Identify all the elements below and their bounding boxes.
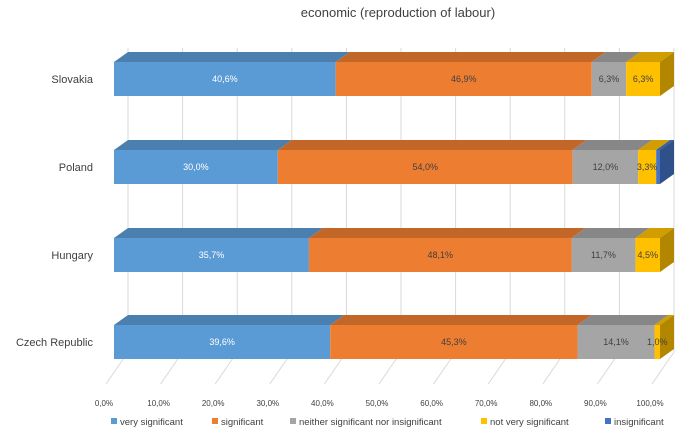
x-tick-label: 80,0% [529,399,552,408]
legend: very significant significant neither signi… [111,417,664,428]
bar-top-face [626,52,674,62]
x-tick-label: 20,0% [202,399,225,408]
x-tick-label: 100,0% [636,399,663,408]
bar-top-face [330,315,592,325]
bar-top-face [114,228,323,238]
bar-side-face [660,228,674,272]
floor-line [651,351,675,385]
bar-top-face [571,228,650,238]
bar-top-face [591,52,641,62]
bar-segment [572,150,639,184]
bar-segment [114,62,336,96]
data-label: 48,1% [427,250,453,260]
bars [114,52,674,359]
y-category-label: Poland [59,162,93,174]
bar-segment [635,238,660,272]
data-label: 54,0% [412,162,438,172]
axes: 0,0% 10,0% 20,0% 30,0% 40,0% 50,0% 60,0% 70,0% 8… [16,74,664,408]
bar-side-face [660,52,674,96]
y-category-label: Slovakia [51,74,93,86]
legend-swatch [111,418,117,424]
bar-segment [114,150,278,184]
bar-top-face [335,52,606,62]
legend-label: neither significant nor insignificant [299,417,442,428]
bar-top-face [654,315,674,325]
data-label: 1,0% [647,337,668,347]
y-category-label: Czech Republic [16,337,94,349]
bar-segment [638,150,657,184]
bar-segment [577,325,655,359]
legend-swatch [290,418,296,424]
bar-segment [330,325,578,359]
x-tick-label: 30,0% [256,399,279,408]
bar-segment [335,62,592,96]
x-tick-label: 60,0% [420,399,443,408]
data-label: 6,3% [633,74,654,84]
bar-top-face [635,228,674,238]
legend-swatch [481,418,487,424]
bar-segment [626,62,660,96]
data-label: 30,0% [183,162,209,172]
legend-label: not very significant [490,417,569,428]
data-label: 6,3% [599,74,620,84]
data-label: 3,3% [637,162,658,172]
x-tick-label: 0,0% [95,399,113,408]
data-label: 14,1% [603,337,629,347]
bar-segment [571,238,636,272]
bar-segment [114,325,331,359]
data-labels: 40,6% 46,9% 6,3% 6,3% 30,0% 54,0% 12,0% 3,3% 35,… [183,74,667,347]
bar-top-face [277,140,587,150]
legend-swatch [605,418,611,424]
bar-top-face [572,140,653,150]
bar-top-face [114,315,345,325]
data-label: 4,5% [637,250,658,260]
data-label: 40,6% [212,74,238,84]
data-label: 39,6% [209,337,235,347]
bar-segment [277,150,573,184]
bar-top-face [114,52,350,62]
bar-side-face [660,140,674,184]
bar-top-face [114,140,292,150]
bar-top-face [638,140,671,150]
legend-label: very significant [120,417,183,428]
bar-segment [656,150,660,184]
bar-top-face [577,315,669,325]
data-label: 12,0% [593,162,619,172]
data-label: 11,7% [591,250,616,260]
bar-top-face [308,228,586,238]
y-category-label: Hungary [51,250,93,262]
bar-segment [654,325,660,359]
bar-top-face [656,140,674,150]
x-tick-label: 40,0% [311,399,334,408]
x-tick-label: 50,0% [366,399,389,408]
bar-segment [591,62,627,96]
data-label: 45,3% [441,337,467,347]
chart-title: economic (reproduction of labour) [301,5,495,20]
bar-side-face [660,315,674,359]
bar-segment [308,238,572,272]
x-tick-label: 70,0% [475,399,498,408]
bar-segment [114,238,309,272]
data-label: 46,9% [451,74,477,84]
legend-label: significant [221,417,264,428]
legend-label: insignificant [614,417,664,428]
x-tick-label: 10,0% [147,399,170,408]
data-label: 35,7% [199,250,225,260]
x-tick-label: 90,0% [584,399,607,408]
legend-swatch [212,418,218,424]
